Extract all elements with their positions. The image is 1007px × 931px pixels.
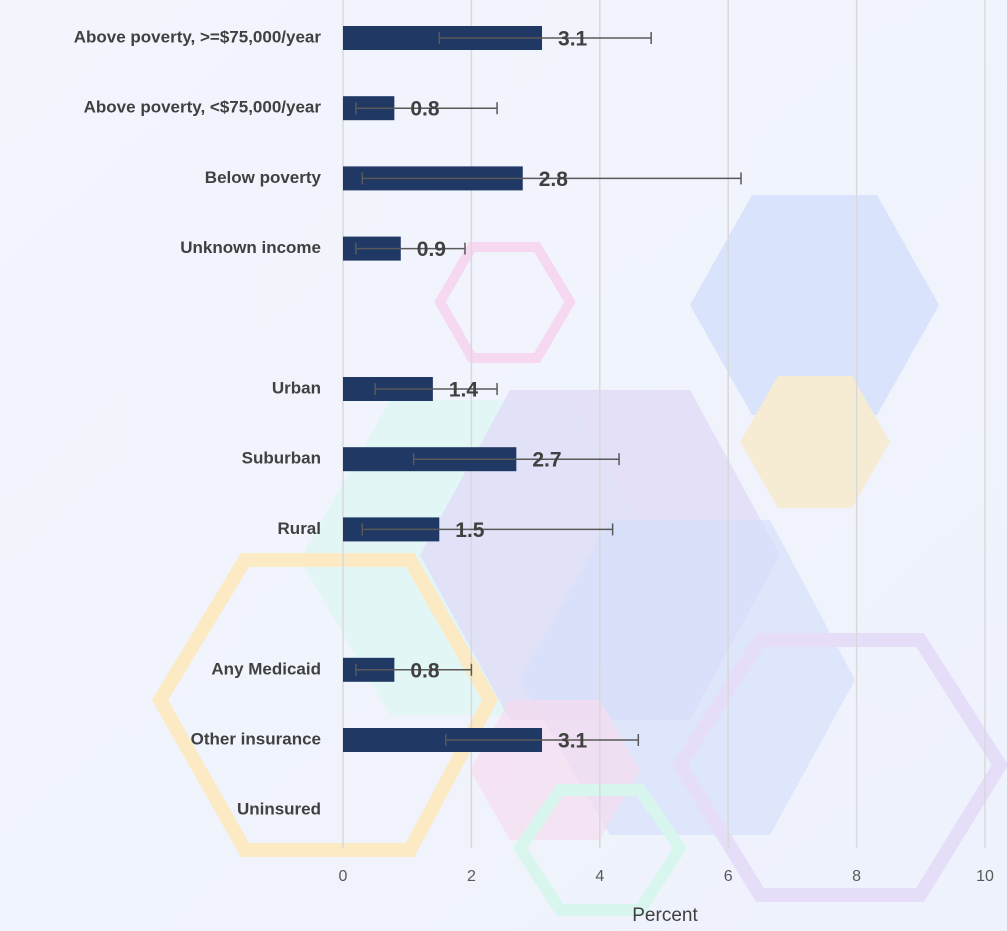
y-tick-label: Urban <box>272 378 321 397</box>
y-tick-label: Above poverty, <$75,000/year <box>84 98 322 117</box>
y-tick-label: Other insurance <box>191 729 321 748</box>
x-tick-label: 2 <box>467 868 476 885</box>
x-tick-label: 8 <box>852 868 861 885</box>
data-label: 2.8 <box>539 168 569 191</box>
x-tick-label: 0 <box>339 868 348 885</box>
data-label: 0.8 <box>410 98 440 121</box>
data-label: 0.9 <box>417 238 446 261</box>
y-tick-label: Above poverty, >=$75,000/year <box>74 27 322 46</box>
x-tick-label: 10 <box>976 868 994 885</box>
y-tick-label: Unknown income <box>180 238 321 257</box>
data-label: 3.1 <box>558 28 588 51</box>
chart: Percent 0 2 4 6 8 10 Above poverty, >=$75,000/… <box>0 0 1007 931</box>
data-label: 1.5 <box>455 519 485 542</box>
data-label: 2.7 <box>532 449 561 472</box>
y-tick-label: Below poverty <box>205 168 322 187</box>
y-tick-label: Uninsured <box>237 800 321 819</box>
x-tick-label: 6 <box>724 868 733 885</box>
x-tick-label: 4 <box>595 868 604 885</box>
x-axis-label: Percent <box>632 905 698 926</box>
data-label: 1.4 <box>449 379 479 402</box>
data-label: 3.1 <box>558 730 588 753</box>
y-tick-label: Any Medicaid <box>211 659 321 678</box>
y-tick-label: Suburban <box>242 449 321 468</box>
y-tick-label: Rural <box>278 519 321 538</box>
data-label: 0.8 <box>410 659 440 682</box>
